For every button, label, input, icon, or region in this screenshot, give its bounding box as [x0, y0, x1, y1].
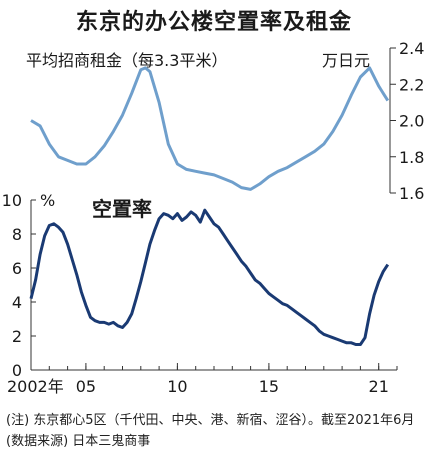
rent-y-tick-label: 2.0	[399, 112, 424, 131]
rent-y-tick-label: 1.6	[399, 184, 424, 203]
rent-y-tick-label: 2.4	[399, 39, 424, 58]
x-tick-label: 2002年	[7, 377, 64, 396]
vacancy-y-tick-label: 6	[12, 259, 22, 278]
footnote: (注) 东京都心5区（千代田、中央、港、新宿、涩谷）。截至2021年6月	[6, 413, 415, 428]
vacancy-y-tick-label: 10	[2, 191, 22, 210]
data-source: (数据来源) 日本三鬼商事	[6, 434, 151, 449]
vacancy-axis-unit: %	[40, 191, 55, 210]
vacancy-y-tick-label: 8	[12, 225, 22, 244]
rent-axis-unit: 万日元	[322, 51, 370, 70]
vacancy-series-title: 空置率	[92, 197, 152, 221]
x-tick-label: 10	[167, 377, 187, 396]
rent-y-tick-label: 1.8	[399, 148, 424, 167]
rent-series-title: 平均招商租金（每3.3平米）	[26, 51, 227, 70]
vacancy-y-tick-label: 0	[12, 361, 22, 380]
x-tick-label: 15	[259, 377, 279, 396]
rent-line	[30, 66, 390, 191]
x-tick-label: 21	[369, 377, 389, 396]
x-tick-label: 05	[76, 377, 96, 396]
vacancy-line	[29, 208, 390, 346]
vacancy-y-tick-label: 2	[12, 327, 22, 346]
vacancy-y-tick-label: 4	[12, 293, 22, 312]
rent-y-tick-label: 2.2	[399, 75, 424, 94]
chart-title: 东京的办公楼空置率及租金	[75, 10, 352, 35]
